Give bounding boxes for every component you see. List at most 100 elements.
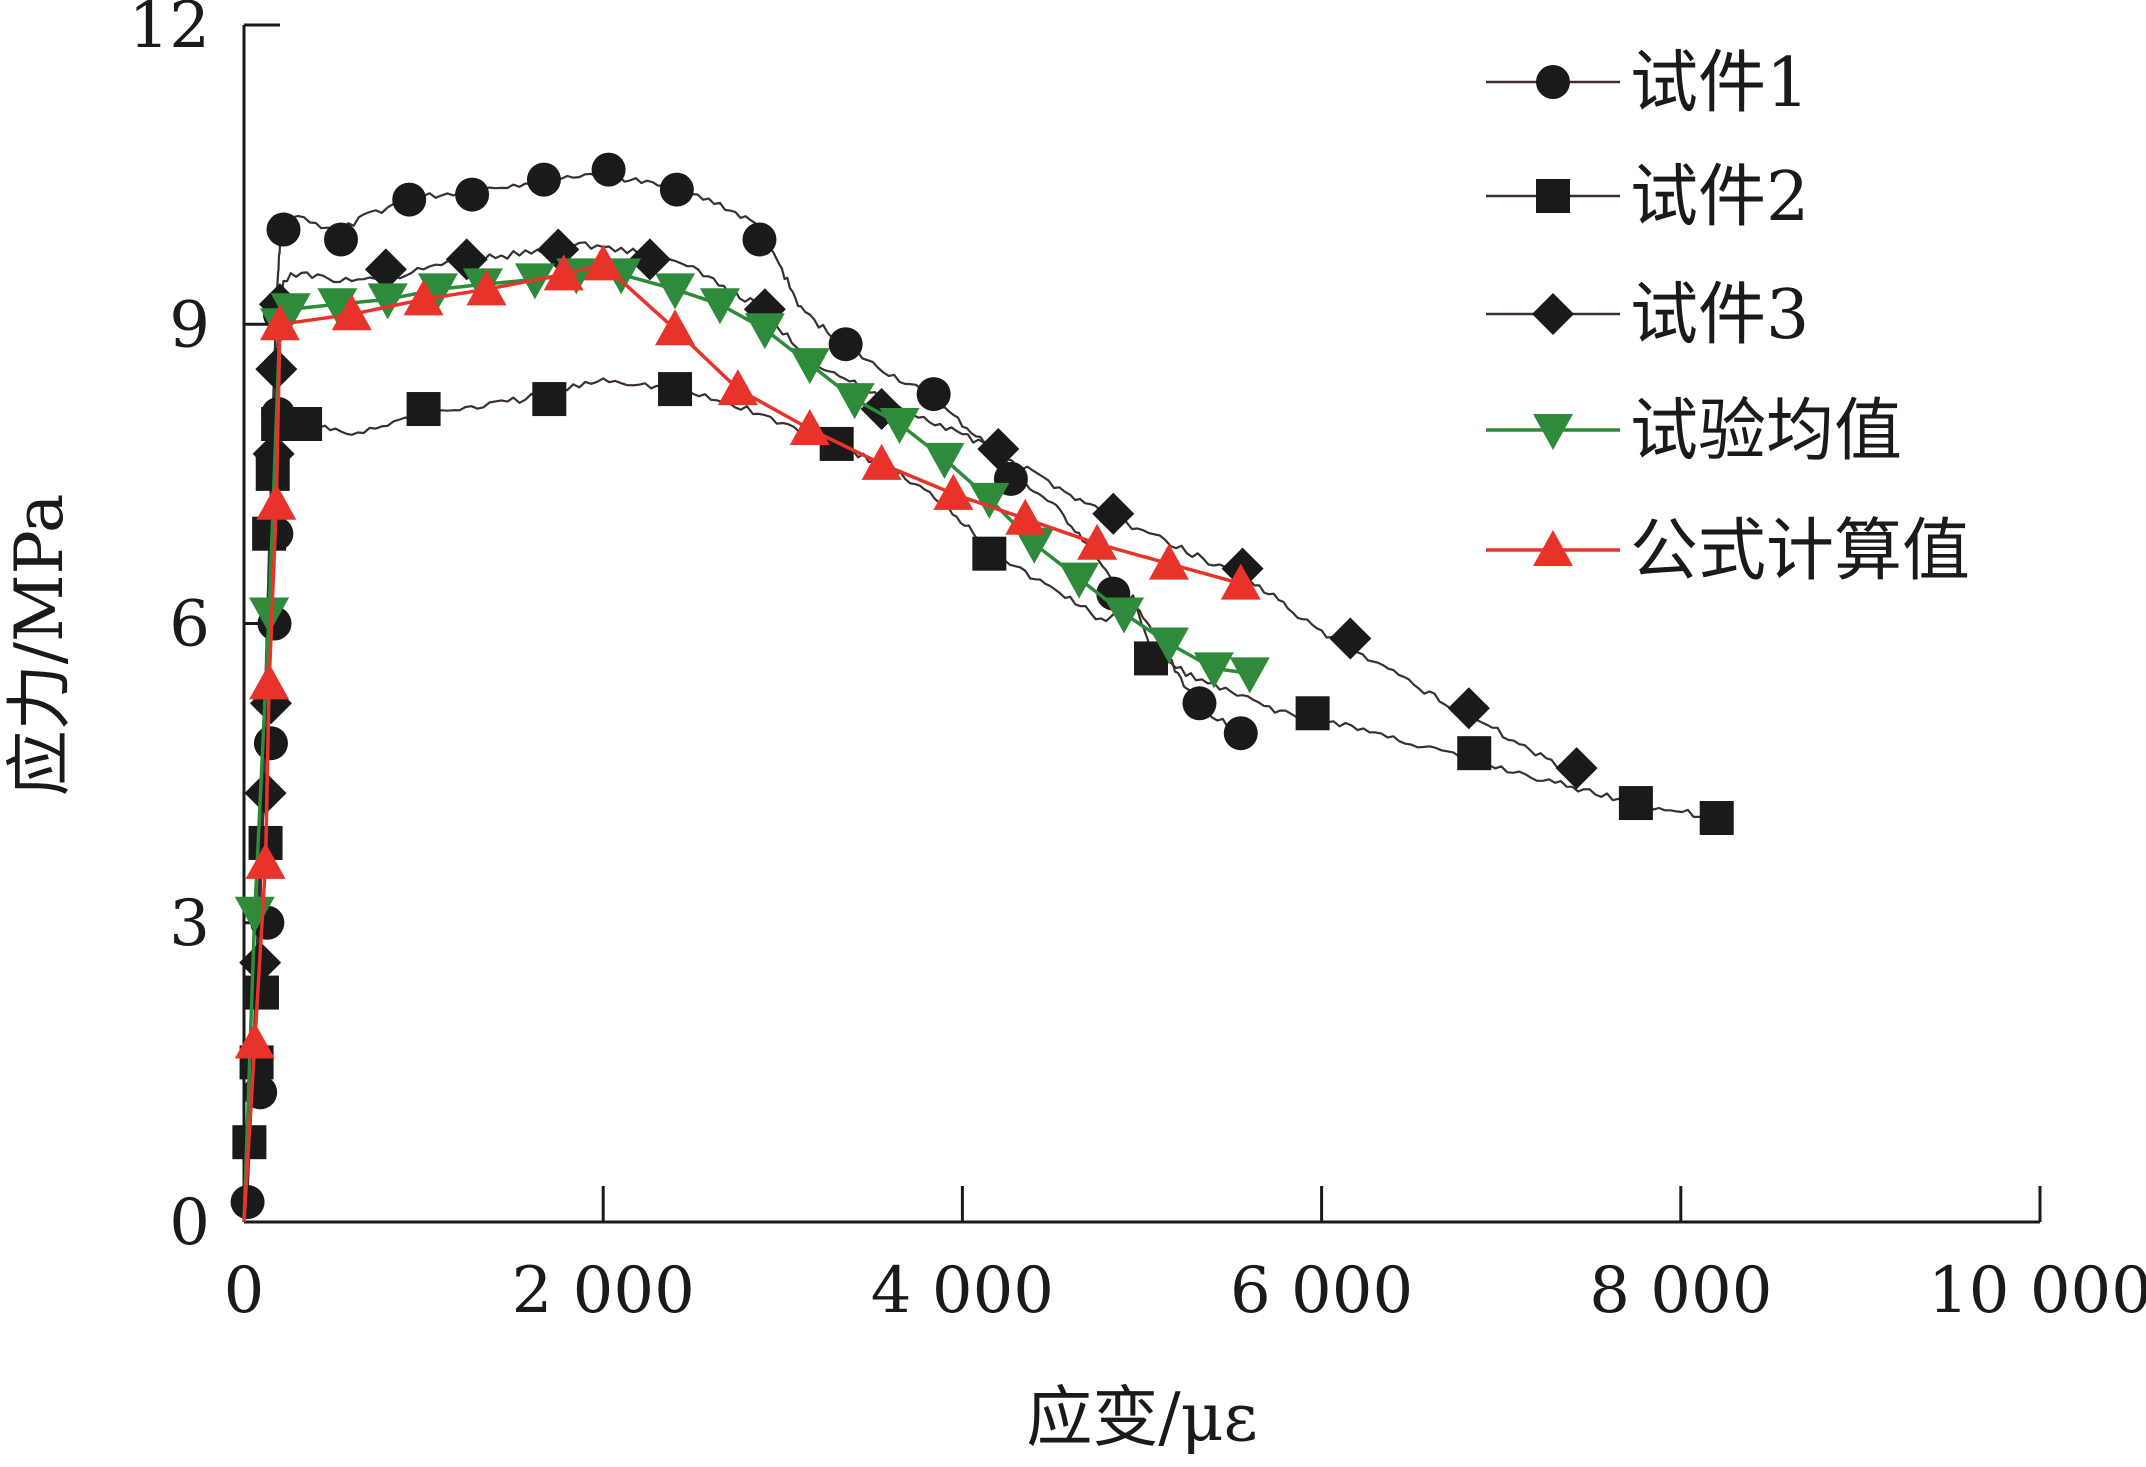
series-5-point [466,269,507,306]
series-2-point [1618,786,1653,821]
series-4-point [699,288,740,325]
series-4-point [744,313,785,350]
series-1-point [230,1185,265,1220]
series-1-point [591,152,626,187]
legend-item-4: 试验均值 [1486,392,1902,471]
series-4-point [834,383,875,420]
series-5-point [1220,563,1261,600]
x-tick-label: 8 000 [1589,1254,1772,1328]
legend-label: 试件3 [1630,276,1809,355]
series-4-point [1193,652,1234,689]
x-axis-label: 应变/με [1026,1379,1257,1456]
series-5-point [249,663,290,700]
series-4-point [270,293,311,330]
series-4-line [242,272,1251,1223]
y-tick-label: 0 [169,1186,210,1260]
series-4-point [317,288,358,325]
series-4-point [655,273,696,310]
series-1-point [526,162,561,197]
series-3-point [1329,617,1372,660]
series-1-point [266,212,301,247]
series-2-point [1295,696,1330,731]
legend-marker [1532,293,1574,335]
series-4-point [969,482,1010,519]
y-tick-label: 6 [169,588,210,662]
x-tick-label: 4 000 [871,1254,1054,1328]
series-5-point [789,408,830,445]
series-5-point [331,294,372,331]
series-1-point [392,182,427,217]
series-4-point [417,273,458,310]
series-4-point [924,442,965,479]
series-5-point [245,842,286,879]
x-tick-label: 2 000 [512,1254,695,1328]
series-5-point [655,309,696,346]
series-1-line [242,171,1251,1223]
x-tick-label: 10 000 [1928,1254,2146,1328]
legend-label: 公式计算值 [1630,512,1970,591]
legend-label: 试件1 [1630,44,1809,123]
series-1-point [1223,716,1258,751]
y-tick-label: 9 [169,288,210,362]
series-5-line [242,262,1242,1223]
legend-marker [1533,530,1573,566]
series-5-point [259,304,300,341]
legend-marker [1533,414,1573,450]
series-4-point [1148,627,1189,664]
series-2-point [972,536,1007,571]
series-5-point [717,369,758,406]
series-1-point [455,177,490,212]
series-5-point [1148,543,1189,580]
series-2-point [288,407,323,441]
legend-label: 试验均值 [1630,392,1902,471]
series-4-point [789,348,830,385]
series-4-point [1059,562,1100,599]
series-4-point [234,896,275,933]
y-tick-label: 3 [169,887,210,961]
series-5-point [861,443,902,480]
series-5-point [583,244,624,281]
legend-label: 试件2 [1630,158,1809,237]
series-3-point [628,238,671,281]
series-5-point [1005,498,1046,535]
series-lines [242,171,1718,1223]
series-2-point [532,382,567,417]
series-1-point [828,327,863,362]
legend-marker [1536,65,1570,99]
series-2-point [1699,801,1734,836]
series-4-point [249,597,290,634]
series-3-point [977,427,1020,470]
series-4-point [879,408,920,444]
series-2-point [252,516,287,551]
series-3-point [1447,687,1490,730]
legend-item-3: 试件3 [1486,276,1809,355]
series-1-point [742,222,777,257]
legend-marker [1536,179,1570,213]
series-4-point [1014,527,1055,564]
legend-item-2: 试件2 [1486,158,1809,237]
series-3-point [1092,492,1135,535]
x-tick-label: 6 000 [1230,1254,1413,1328]
series-5-point [1077,523,1118,560]
series-3-point [1555,747,1598,790]
series-4-point [1229,657,1270,694]
series-1-point [916,377,951,412]
legend-item-5: 公式计算值 [1486,512,1970,591]
y-tick-label: 12 [129,0,210,63]
series-5-point [543,254,584,291]
series-2-point [406,392,441,427]
series-1-point [253,726,288,761]
series-4-point [1104,597,1145,634]
series-5-point [256,483,297,520]
series-5-point [403,279,444,316]
y-axis-label: 应力/MPa [1,494,78,797]
series-3-point [255,348,298,391]
series-1-point [659,172,694,207]
series-1-point [1182,686,1217,721]
series-2-point [1457,736,1492,771]
series-5-point [234,1022,275,1059]
series-2-point [658,372,693,407]
legend-item-1: 试件1 [1486,44,1809,123]
